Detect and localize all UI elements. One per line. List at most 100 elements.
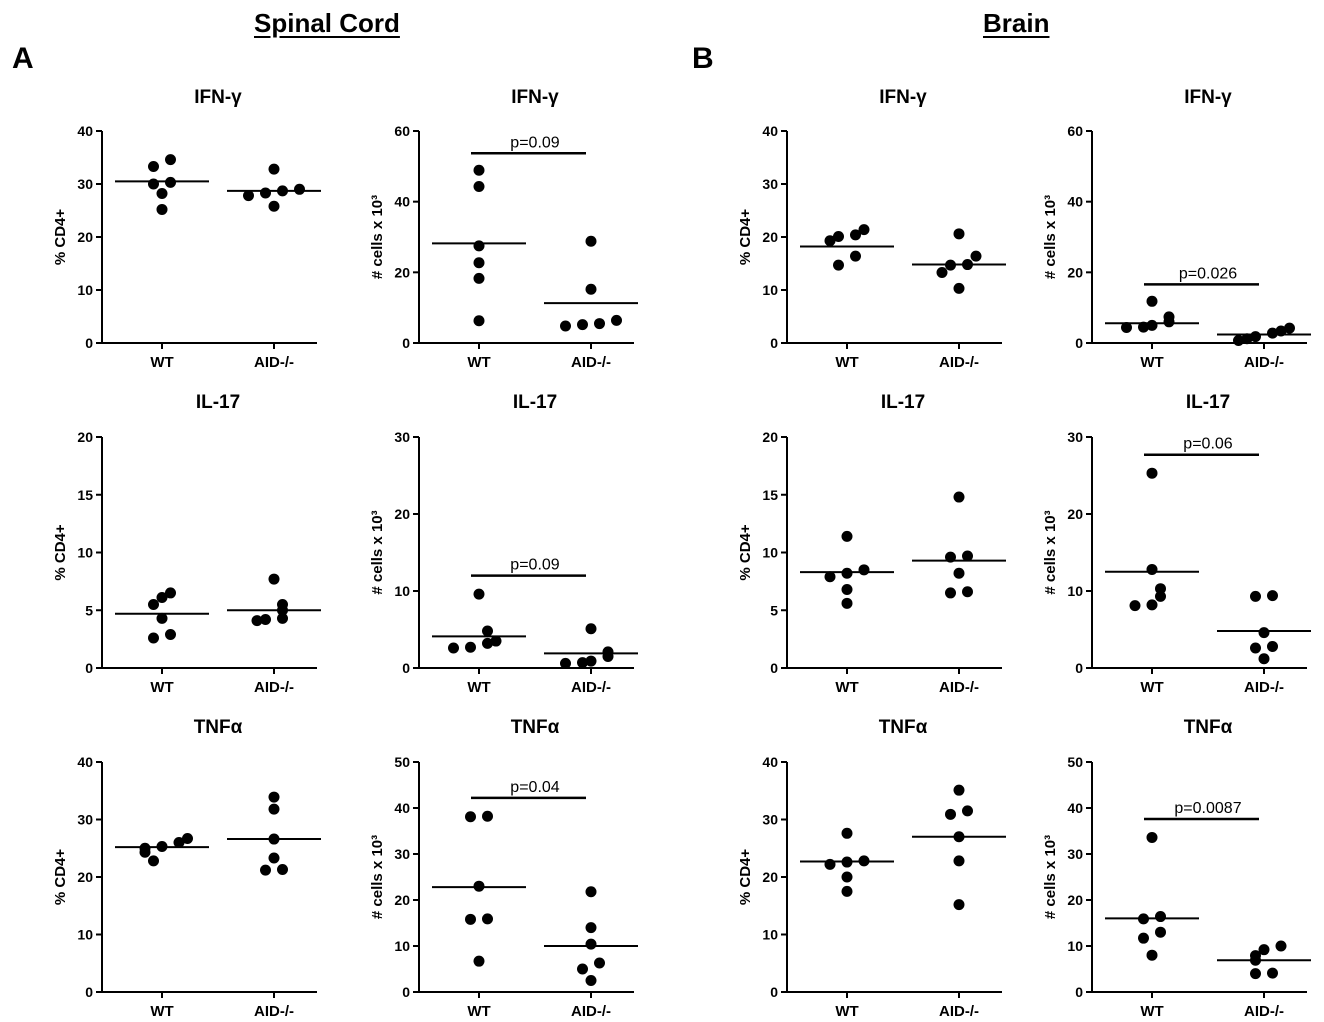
data-point <box>1155 583 1166 595</box>
chart-panel-4: IFN-γ 0 20 40 60 WT AID-/- # cells x 10³ p=0.026 <box>1042 87 1311 371</box>
data-point <box>577 963 588 975</box>
data-point <box>473 164 485 176</box>
data-point <box>260 864 271 876</box>
y-tick-label: 15 <box>77 487 93 503</box>
y-tick-label: 40 <box>1067 800 1083 816</box>
x-tick-label: AID-/- <box>254 1003 294 1020</box>
data-point <box>148 598 159 610</box>
chart-title: IFN-γ <box>1184 87 1232 108</box>
x-tick-label: WT <box>1140 1003 1163 1020</box>
y-axis-label: % CD4+ <box>737 524 754 581</box>
y-tick-label: 40 <box>77 754 93 770</box>
y-axis-label: # cells x 10³ <box>1042 510 1059 594</box>
y-tick-label: 30 <box>394 846 410 862</box>
y-tick-label: 20 <box>394 892 410 908</box>
data-point <box>294 183 305 195</box>
data-point <box>473 588 485 600</box>
data-point <box>1250 968 1261 980</box>
data-point <box>1155 911 1166 923</box>
y-tick-label: 0 <box>1075 335 1083 351</box>
data-point <box>156 203 168 215</box>
data-point <box>841 567 853 579</box>
data-point <box>465 913 476 925</box>
chart-title: TNFα <box>1184 717 1233 738</box>
data-point <box>148 855 159 867</box>
data-point <box>858 564 870 576</box>
x-tick-label: WT <box>150 679 173 696</box>
y-tick-label: 10 <box>77 927 93 943</box>
data-point <box>1138 932 1149 944</box>
chart-title: TNFα <box>511 717 560 738</box>
data-point <box>953 567 965 579</box>
y-tick-label: 20 <box>1067 506 1083 522</box>
data-point <box>465 811 476 823</box>
y-axis-label: # cells x 10³ <box>1042 195 1059 279</box>
data-point <box>148 161 159 173</box>
chart-panel-11: TNFα 0 10 20 30 40 WT AID-/- % CD4+ <box>737 717 1006 1020</box>
chart-panel-6: IL-17 0 10 20 30 WT AID-/- # cells x 10³ p=0.09 <box>369 392 638 696</box>
y-tick-label: 40 <box>77 123 93 139</box>
y-tick-label: 10 <box>1067 938 1083 954</box>
data-point <box>585 938 597 950</box>
data-point <box>824 235 836 247</box>
data-point <box>260 613 271 625</box>
data-point <box>165 587 176 599</box>
y-tick-label: 15 <box>762 487 778 503</box>
chart-panel-1: IFN-γ 0 10 20 30 40 WT AID-/- % CD4+ <box>52 87 321 371</box>
data-point <box>156 188 168 200</box>
data-point <box>473 315 485 327</box>
data-point <box>165 176 176 188</box>
data-point <box>243 190 254 202</box>
y-tick-label: 60 <box>394 123 410 139</box>
data-point <box>833 259 844 271</box>
data-point <box>473 180 485 192</box>
y-tick-label: 30 <box>77 812 93 828</box>
x-tick-label: AID-/- <box>571 1003 611 1020</box>
data-point <box>858 224 870 236</box>
y-tick-label: 0 <box>85 660 93 676</box>
data-point <box>148 178 159 190</box>
data-point <box>268 200 280 212</box>
data-point <box>1250 590 1261 602</box>
data-point <box>139 842 151 854</box>
x-tick-label: AID-/- <box>939 354 979 371</box>
data-point <box>277 612 288 624</box>
chart-title: IL-17 <box>513 392 557 413</box>
data-point <box>277 598 288 610</box>
data-point <box>585 623 597 635</box>
data-point <box>841 827 853 839</box>
y-tick-label: 0 <box>770 984 778 1000</box>
chart-title: IL-17 <box>1186 392 1230 413</box>
x-tick-label: WT <box>835 1003 858 1020</box>
y-tick-label: 10 <box>762 927 778 943</box>
chart-panel-8: IL-17 0 10 20 30 WT AID-/- # cells x 10³ p=0.06 <box>1042 392 1311 696</box>
data-point <box>173 837 185 848</box>
y-tick-label: 20 <box>762 429 778 445</box>
y-tick-label: 20 <box>762 869 778 885</box>
data-point <box>268 573 280 585</box>
y-tick-label: 0 <box>770 335 778 351</box>
y-tick-label: 60 <box>1067 123 1083 139</box>
y-tick-label: 0 <box>770 660 778 676</box>
chart-title: IFN-γ <box>194 87 242 108</box>
y-tick-label: 0 <box>85 335 93 351</box>
data-point <box>1241 333 1253 345</box>
data-point <box>594 318 605 330</box>
data-point <box>953 282 965 294</box>
data-point <box>560 657 571 669</box>
data-point <box>841 583 853 595</box>
data-point <box>277 864 288 876</box>
chart-title: TNFα <box>879 717 928 738</box>
data-point <box>1267 590 1278 602</box>
x-tick-label: WT <box>467 354 490 371</box>
data-point <box>482 625 493 637</box>
data-point <box>1275 940 1287 952</box>
data-point <box>1146 563 1158 575</box>
y-tick-label: 10 <box>394 583 410 599</box>
y-tick-label: 20 <box>394 264 410 280</box>
data-point <box>260 187 271 199</box>
y-tick-label: 40 <box>394 800 410 816</box>
data-point <box>560 320 571 332</box>
data-point <box>1146 831 1158 843</box>
data-point <box>148 632 159 644</box>
